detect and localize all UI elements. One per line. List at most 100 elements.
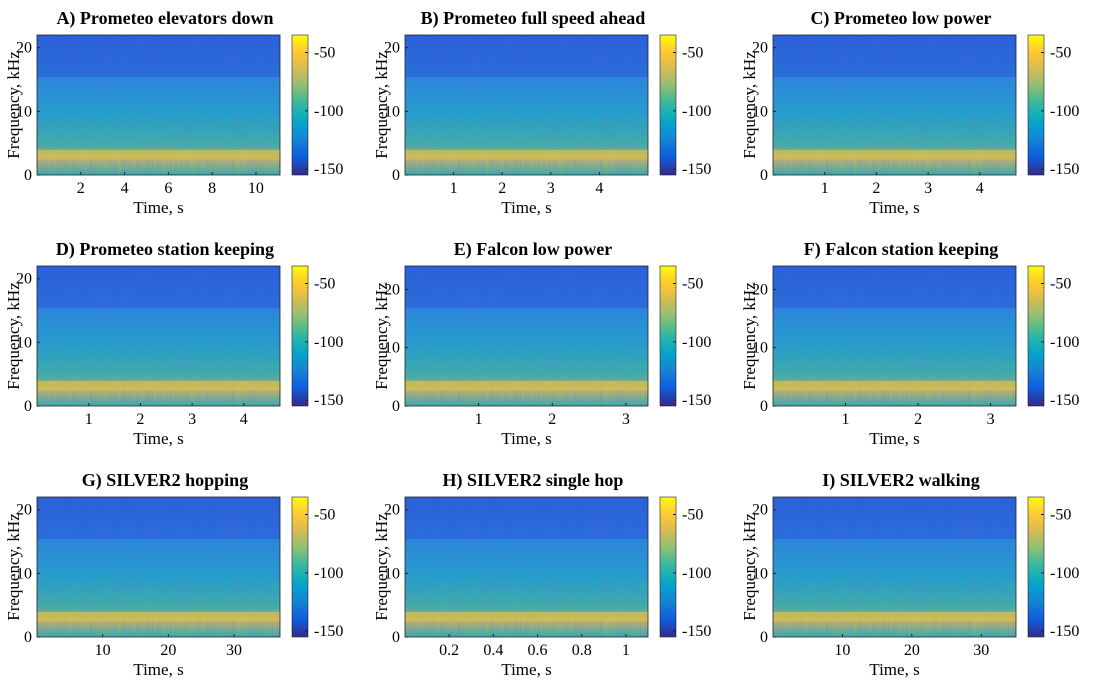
y-tick-label: 10 bbox=[384, 340, 400, 357]
x-tick-label: 2 bbox=[77, 180, 85, 197]
x-tick-label: 0.8 bbox=[572, 642, 592, 659]
y-tick-label: 20 bbox=[16, 502, 32, 519]
x-tick-label: 8 bbox=[208, 180, 216, 197]
colorbar-tick-label: -100 bbox=[682, 334, 711, 351]
y-tick-label: 10 bbox=[752, 103, 768, 120]
y-tick-label: 0 bbox=[392, 167, 400, 184]
y-tick-label: 0 bbox=[760, 398, 768, 415]
panel: E) Falcon low power 1 2 3 0 10 20 Time, s Freque… bbox=[372, 239, 711, 448]
x-tick-label: 1 bbox=[85, 411, 93, 428]
x-tick-label: 4 bbox=[595, 180, 603, 197]
panel-title: B) Prometeo full speed ahead bbox=[421, 8, 646, 29]
x-tick-label: 1 bbox=[622, 642, 630, 659]
colorbar-tick-label: -50 bbox=[314, 45, 335, 62]
colorbar-tick-label: -100 bbox=[682, 103, 711, 120]
x-tick-label: 4 bbox=[976, 180, 984, 197]
x-axis-label: Time, s bbox=[133, 429, 183, 448]
colorbar-tick-label: -50 bbox=[314, 507, 335, 524]
x-axis-label: Time, s bbox=[869, 198, 919, 217]
colorbar-tick-label: -100 bbox=[1050, 565, 1079, 582]
x-tick-label: 2 bbox=[914, 411, 922, 428]
low-band bbox=[37, 149, 280, 160]
axes-box bbox=[36, 496, 281, 638]
panel: D) Prometeo station keeping 1 2 3 4 0 10 20 Time… bbox=[4, 239, 343, 448]
axes-box bbox=[772, 34, 1017, 176]
colorbar-tick-label: -150 bbox=[682, 392, 711, 409]
low-band bbox=[773, 611, 1016, 622]
x-tick-label: 0.6 bbox=[528, 642, 548, 659]
y-tick-label: 0 bbox=[760, 629, 768, 646]
y-axis-label: Frequency, kHz bbox=[4, 513, 23, 621]
x-tick-label: 0.2 bbox=[439, 642, 459, 659]
high-band bbox=[773, 497, 1016, 539]
x-tick-label: 3 bbox=[622, 411, 630, 428]
colorbar-tick-label: -50 bbox=[682, 276, 703, 293]
colorbar-tick-label: -150 bbox=[682, 161, 711, 178]
y-tick-label: 0 bbox=[24, 167, 32, 184]
colorbar bbox=[1027, 34, 1045, 176]
panel: A) Prometeo elevators down 2 4 6 8 10 0 10 20 Tim… bbox=[4, 8, 343, 217]
x-tick-label: 2 bbox=[136, 411, 144, 428]
y-tick-label: 20 bbox=[384, 281, 400, 298]
colorbar-tick-label: -150 bbox=[1050, 392, 1079, 409]
high-band bbox=[773, 35, 1016, 77]
colorbar-tick-label: -150 bbox=[682, 623, 711, 640]
x-tick-label: 0.4 bbox=[483, 642, 503, 659]
x-tick-label: 30 bbox=[973, 642, 989, 659]
panel-title: D) Prometeo station keeping bbox=[56, 239, 274, 260]
x-axis-label: Time, s bbox=[501, 429, 551, 448]
y-axis-label: Frequency, kHz bbox=[740, 51, 759, 159]
high-band bbox=[405, 497, 648, 539]
high-band bbox=[405, 35, 648, 77]
axes-box bbox=[772, 496, 1017, 638]
colorbar-tick-label: -50 bbox=[682, 45, 703, 62]
x-tick-label: 2 bbox=[548, 411, 556, 428]
y-tick-label: 10 bbox=[16, 565, 32, 582]
x-axis-label: Time, s bbox=[501, 198, 551, 217]
panel: C) Prometeo low power 1 2 3 4 0 10 20 Time, s Fre… bbox=[740, 8, 1079, 217]
y-tick-label: 20 bbox=[16, 271, 32, 288]
colorbar-tick-label: -150 bbox=[1050, 623, 1079, 640]
x-tick-label: 4 bbox=[240, 411, 248, 428]
y-tick-label: 10 bbox=[752, 340, 768, 357]
low-band bbox=[773, 149, 1016, 160]
y-tick-label: 0 bbox=[24, 629, 32, 646]
high-band bbox=[37, 35, 280, 77]
y-axis-label: Frequency, kHz bbox=[372, 51, 391, 159]
high-band bbox=[773, 266, 1016, 308]
panel-title: F) Falcon station keeping bbox=[804, 239, 999, 260]
x-tick-label: 3 bbox=[924, 180, 932, 197]
y-tick-label: 20 bbox=[752, 40, 768, 57]
y-tick-label: 0 bbox=[760, 167, 768, 184]
y-axis-label: Frequency, kHz bbox=[372, 282, 391, 390]
y-tick-label: 10 bbox=[384, 565, 400, 582]
y-tick-label: 0 bbox=[24, 398, 32, 415]
colorbar-tick-label: -100 bbox=[1050, 103, 1079, 120]
colorbar-tick-label: -150 bbox=[314, 623, 343, 640]
axes-box bbox=[772, 265, 1017, 407]
colorbar bbox=[659, 496, 677, 638]
x-tick-label: 4 bbox=[121, 180, 129, 197]
y-tick-label: 20 bbox=[16, 40, 32, 57]
colorbar bbox=[659, 265, 677, 407]
x-tick-label: 3 bbox=[188, 411, 196, 428]
colorbar-tick-label: -50 bbox=[1050, 45, 1071, 62]
colorbar-tick-label: -150 bbox=[314, 161, 343, 178]
colorbar bbox=[291, 34, 309, 176]
colorbar-tick-label: -100 bbox=[314, 565, 343, 582]
panel: B) Prometeo full speed ahead 1 2 3 4 0 10 20 Tim… bbox=[372, 8, 711, 217]
y-tick-label: 20 bbox=[752, 281, 768, 298]
colorbar bbox=[291, 265, 309, 407]
x-axis-label: Time, s bbox=[133, 660, 183, 679]
y-tick-label: 10 bbox=[16, 334, 32, 351]
x-tick-label: 2 bbox=[498, 180, 506, 197]
panel-title: C) Prometeo low power bbox=[810, 8, 991, 29]
colorbar-tick-label: -50 bbox=[314, 276, 335, 293]
low-band bbox=[405, 380, 648, 391]
x-tick-label: 20 bbox=[904, 642, 920, 659]
colorbar-tick-label: -50 bbox=[1050, 507, 1071, 524]
colorbar bbox=[1027, 265, 1045, 407]
x-axis-label: Time, s bbox=[869, 429, 919, 448]
